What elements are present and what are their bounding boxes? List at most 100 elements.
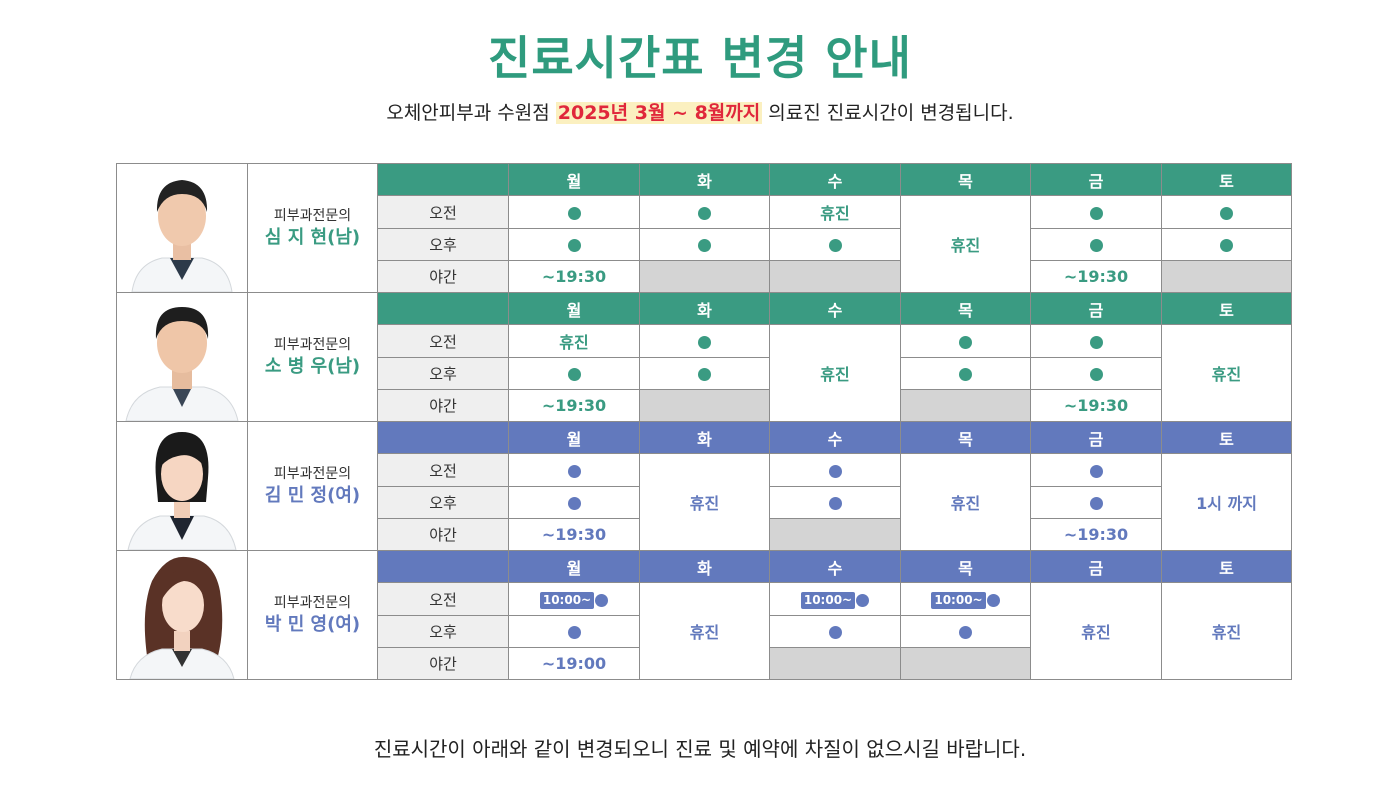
- slot-mon-afternoon: [508, 228, 640, 261]
- slot-mon-morning: 휴진: [508, 324, 640, 358]
- day-header-wed: 수: [769, 421, 901, 454]
- slot-fri-night: ~19:30: [1030, 389, 1162, 422]
- filled-circle-icon: [1089, 239, 1103, 252]
- period-morning: 오전: [377, 453, 509, 487]
- doctor-name: 소 병 우(남): [264, 356, 361, 377]
- doctor-photo: [116, 550, 248, 680]
- slot-tue-morning: [639, 324, 770, 358]
- slot-mon-morning: [508, 453, 640, 487]
- slot-sat-closed: 휴진: [1161, 582, 1292, 680]
- slot-tue-afternoon: [639, 357, 770, 390]
- doctor-portrait-icon: [127, 432, 237, 550]
- filled-circle-icon: [698, 368, 711, 381]
- filled-circle-icon: [698, 206, 711, 220]
- slot-sat-morning: [1161, 195, 1292, 229]
- subtitle-post: 의료진 진료시간이 변경됩니다.: [762, 102, 1014, 124]
- filled-circle-icon: [1089, 335, 1103, 349]
- day-header-sat: 토: [1161, 550, 1292, 583]
- slot-fri-morning: [1030, 324, 1162, 358]
- slot-wed-morning: [769, 453, 901, 487]
- filled-circle-icon: [567, 626, 581, 639]
- slot-fri-afternoon: [1030, 486, 1162, 519]
- slot-wed-night-closed: [769, 260, 901, 293]
- doctor-block-1: 피부과전문의 심 지 현(남) 월 화 수 목 금 토 오전 휴진 휴진 오후: [116, 163, 1292, 293]
- header-corner: [377, 421, 509, 454]
- period-afternoon: 오후: [377, 615, 509, 648]
- day-header-tue: 화: [639, 550, 770, 583]
- slot-tue-night-closed: [639, 389, 770, 422]
- filled-circle-icon: [1089, 368, 1103, 381]
- slot-thu-morning: [900, 324, 1031, 358]
- filled-circle-icon: [828, 464, 842, 478]
- doctor-info: 피부과전문의 소 병 우(남): [247, 292, 378, 422]
- subtitle-pre: 오체안피부과 수원점: [386, 102, 556, 124]
- doctor-block-3: 피부과전문의 김 민 정(여) 월 화 수 목 금 토 오전 휴진 휴진 1시 …: [116, 421, 1292, 551]
- slot-wed-afternoon: [769, 228, 901, 261]
- filled-circle-icon: [698, 335, 711, 349]
- doctor-portrait-icon: [131, 180, 233, 292]
- day-header-tue: 화: [639, 421, 770, 454]
- slot-mon-night: ~19:30: [508, 389, 640, 422]
- filled-circle-icon: [856, 593, 870, 607]
- slot-mon-night: ~19:00: [508, 647, 640, 680]
- slot-fri-night: ~19:30: [1030, 260, 1162, 293]
- doctor-photo: [116, 421, 248, 551]
- doctor-info: 피부과전문의 심 지 현(남): [247, 163, 378, 293]
- filled-circle-icon: [828, 497, 842, 510]
- slot-fri-morning: [1030, 195, 1162, 229]
- day-header-fri: 금: [1030, 421, 1162, 454]
- start-time-badge: 10:00~: [800, 591, 856, 609]
- slot-thu-morning: 10:00~: [900, 582, 1031, 616]
- slot-tue-closed: 휴진: [639, 453, 770, 551]
- period-night: 야간: [377, 260, 509, 293]
- slot-wed-night-closed: [769, 647, 901, 680]
- filled-circle-icon: [959, 626, 972, 639]
- page-title: 진료시간표 변경 안내: [488, 31, 912, 85]
- slot-wed-morning: 휴진: [769, 195, 901, 229]
- period-night: 야간: [377, 647, 509, 680]
- filled-circle-icon: [698, 239, 711, 252]
- doctor-name: 박 민 영(여): [264, 614, 361, 635]
- filled-circle-icon: [986, 593, 1000, 607]
- slot-mon-afternoon: [508, 486, 640, 519]
- day-header-thu: 목: [900, 163, 1031, 196]
- schedule-table: 피부과전문의 심 지 현(남) 월 화 수 목 금 토 오전 휴진 휴진 오후: [116, 163, 1292, 680]
- slot-wed-afternoon: [769, 615, 901, 648]
- header-corner: [377, 292, 509, 325]
- slot-mon-afternoon: [508, 615, 640, 648]
- filled-circle-icon: [1089, 206, 1103, 220]
- filled-circle-icon: [828, 626, 842, 639]
- slot-wed-morning: 10:00~: [769, 582, 901, 616]
- slot-wed-closed: 휴진: [769, 324, 901, 422]
- slot-thu-night-closed: [900, 389, 1031, 422]
- slot-fri-afternoon: [1030, 357, 1162, 390]
- filled-circle-icon: [595, 593, 609, 607]
- slot-mon-afternoon: [508, 357, 640, 390]
- filled-circle-icon: [567, 368, 581, 381]
- slot-mon-night: ~19:30: [508, 260, 640, 293]
- period-morning: 오전: [377, 195, 509, 229]
- filled-circle-icon: [567, 206, 581, 220]
- slot-wed-afternoon: [769, 486, 901, 519]
- doctor-photo: [116, 292, 248, 422]
- filled-circle-icon: [567, 497, 581, 510]
- period-afternoon: 오후: [377, 357, 509, 390]
- day-header-mon: 월: [508, 163, 640, 196]
- slot-fri-night: ~19:30: [1030, 518, 1162, 551]
- slot-fri-closed: 휴진: [1030, 582, 1162, 680]
- doctor-specialty: 피부과전문의: [273, 595, 352, 611]
- header-corner: [377, 163, 509, 196]
- slot-thu-afternoon: [900, 357, 1031, 390]
- day-header-fri: 금: [1030, 292, 1162, 325]
- doctor-specialty: 피부과전문의: [273, 337, 352, 353]
- slot-thu-night-closed: [900, 647, 1031, 680]
- slot-fri-afternoon: [1030, 228, 1162, 261]
- filled-circle-icon: [959, 368, 972, 381]
- filled-circle-icon: [1220, 239, 1233, 252]
- day-header-sat: 토: [1161, 163, 1292, 196]
- doctor-portrait-icon: [125, 307, 239, 421]
- filled-circle-icon: [1089, 497, 1103, 510]
- notice-subtitle: 오체안피부과 수원점 2025년 3월 ~ 8월까지 의료진 진료시간이 변경됩…: [0, 98, 1400, 125]
- filled-circle-icon: [1220, 206, 1233, 220]
- day-header-mon: 월: [508, 421, 640, 454]
